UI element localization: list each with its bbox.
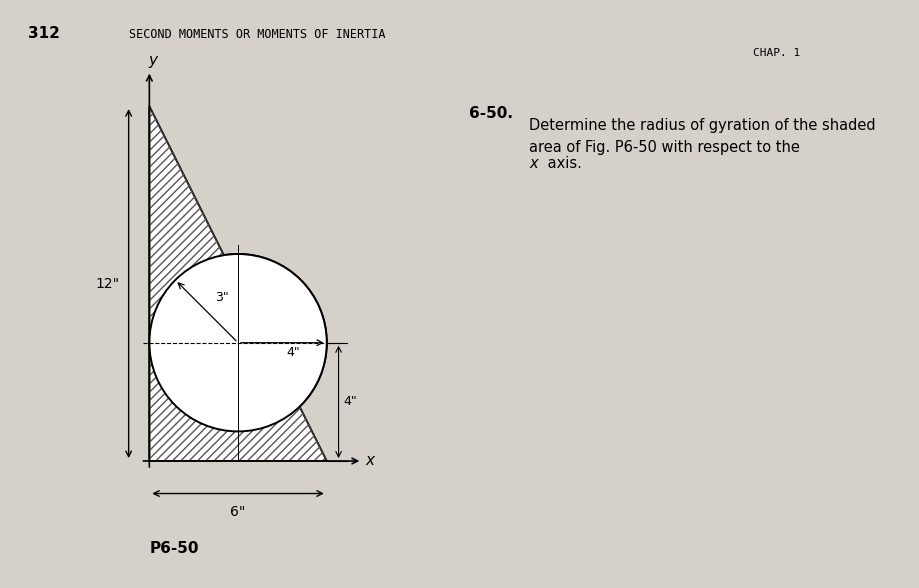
Text: 4": 4"	[286, 346, 300, 359]
Text: 312: 312	[28, 26, 60, 41]
Circle shape	[149, 254, 326, 432]
Text: y: y	[148, 53, 157, 68]
Text: Determine the radius of gyration of the shaded
area of Fig. P6-50 with respect t: Determine the radius of gyration of the …	[528, 118, 875, 155]
Text: axis.: axis.	[542, 156, 581, 171]
Text: CHAP. 1: CHAP. 1	[753, 48, 800, 58]
Text: 6": 6"	[230, 505, 245, 519]
Polygon shape	[149, 106, 326, 461]
Text: P6-50: P6-50	[149, 541, 199, 556]
Text: 6-50.: 6-50.	[469, 106, 513, 121]
Text: SECOND MOMENTS OR MOMENTS OF INERTIA: SECOND MOMENTS OR MOMENTS OF INERTIA	[129, 28, 385, 41]
Text: 4": 4"	[343, 395, 357, 408]
Text: x: x	[528, 156, 537, 171]
Text: 12": 12"	[96, 276, 119, 290]
Text: x: x	[365, 453, 374, 469]
Text: 3": 3"	[215, 291, 229, 304]
